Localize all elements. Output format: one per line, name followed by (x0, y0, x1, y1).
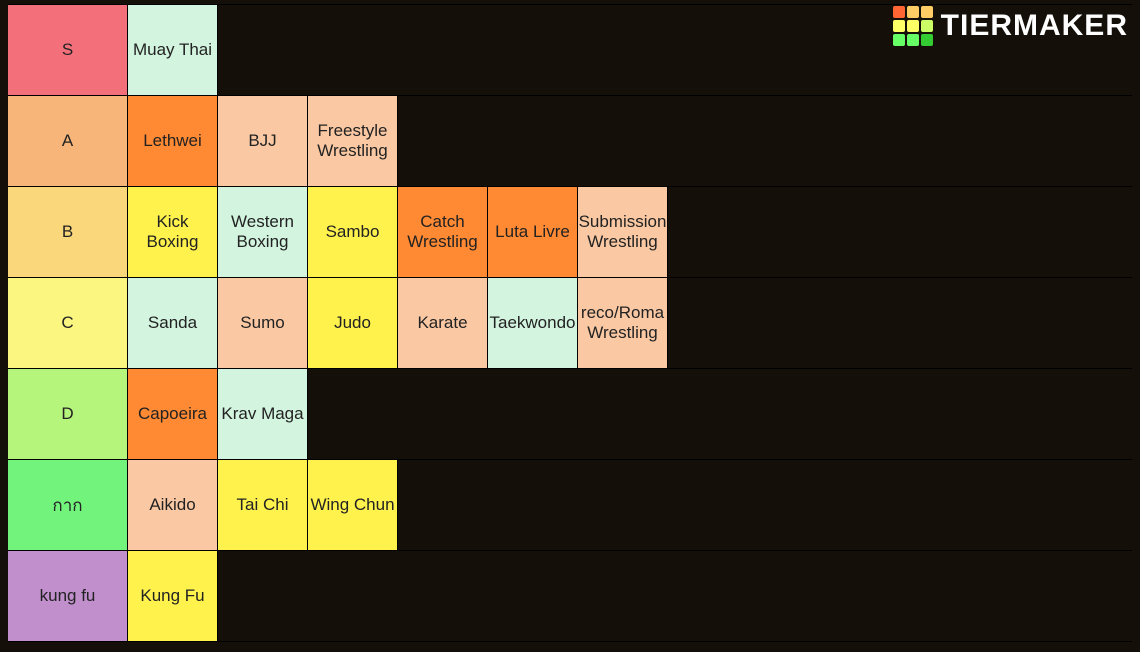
tier-row[interactable]: kung fuKung Fu (8, 550, 1132, 642)
tier-label[interactable]: C (8, 278, 128, 368)
tier-item[interactable]: BJJ (218, 96, 308, 186)
tier-item[interactable]: Judo (308, 278, 398, 368)
tier-row[interactable]: CSandaSumoJudoKarateTaekwondoreco/Roma W… (8, 277, 1132, 368)
tier-item[interactable]: Kung Fu (128, 551, 218, 641)
tier-item[interactable]: Western Boxing (218, 187, 308, 277)
tier-row[interactable]: SMuay Thai (8, 4, 1132, 95)
tier-item[interactable]: Submission Wrestling (578, 187, 668, 277)
tier-label[interactable]: D (8, 369, 128, 459)
tier-board: TIERMAKER SMuay ThaiALethweiBJJFreestyle… (0, 0, 1140, 652)
tier-item[interactable]: Sanda (128, 278, 218, 368)
tier-item[interactable]: Tai Chi (218, 460, 308, 550)
tier-item[interactable]: Wing Chun (308, 460, 398, 550)
tier-item[interactable]: Sambo (308, 187, 398, 277)
tier-item[interactable]: Muay Thai (128, 5, 218, 95)
tier-label[interactable]: A (8, 96, 128, 186)
tier-label[interactable]: กาก (8, 460, 128, 550)
tier-row[interactable]: DCapoeiraKrav Maga (8, 368, 1132, 459)
tier-item[interactable]: reco/Roma Wrestling (578, 278, 668, 368)
tier-item[interactable]: Karate (398, 278, 488, 368)
tier-item[interactable]: Aikido (128, 460, 218, 550)
tier-item[interactable]: Lethwei (128, 96, 218, 186)
tier-item[interactable]: Capoeira (128, 369, 218, 459)
tier-row[interactable]: กากAikidoTai ChiWing Chun (8, 459, 1132, 550)
tier-row[interactable]: BKick BoxingWestern BoxingSamboCatch Wre… (8, 186, 1132, 277)
tier-item[interactable]: Sumo (218, 278, 308, 368)
tier-rows: SMuay ThaiALethweiBJJFreestyle Wrestling… (8, 4, 1132, 642)
tier-label[interactable]: kung fu (8, 551, 128, 641)
tier-label[interactable]: S (8, 5, 128, 95)
tier-item[interactable]: Freestyle Wrestling (308, 96, 398, 186)
tier-item[interactable]: Kick Boxing (128, 187, 218, 277)
tier-item[interactable]: Taekwondo (488, 278, 578, 368)
tier-item[interactable]: Catch Wrestling (398, 187, 488, 277)
tier-row[interactable]: ALethweiBJJFreestyle Wrestling (8, 95, 1132, 186)
tier-item[interactable]: Krav Maga (218, 369, 308, 459)
tier-item[interactable]: Luta Livre (488, 187, 578, 277)
tier-label[interactable]: B (8, 187, 128, 277)
